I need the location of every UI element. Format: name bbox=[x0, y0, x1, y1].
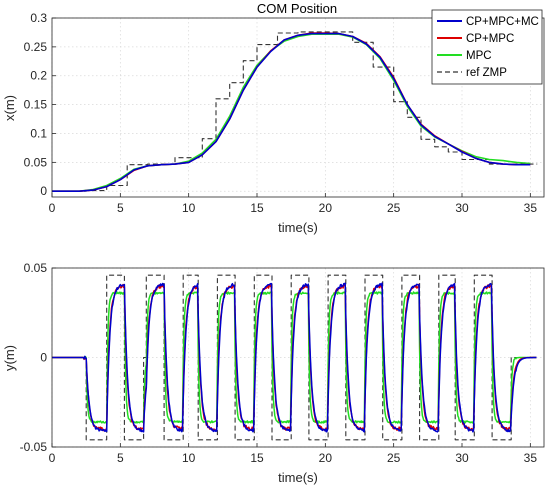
bottom-axes-frame bbox=[51, 267, 545, 448]
top-ytick-label: 0.1 bbox=[30, 126, 47, 140]
bottom-xtick-label: 30 bbox=[455, 451, 469, 465]
top-xtick-label: 10 bbox=[182, 201, 196, 215]
top-xtick-label: 20 bbox=[319, 201, 333, 215]
top-ytick-label: 0 bbox=[40, 184, 47, 198]
legend-box bbox=[431, 9, 543, 85]
top-ytick-label: 0.25 bbox=[24, 40, 48, 54]
top-xtick-label: 0 bbox=[49, 201, 56, 215]
legend-label-cp-mpc-mc: CP+MPC+MC bbox=[466, 16, 539, 28]
top-xtick-label: 15 bbox=[250, 201, 264, 215]
top-series-ref-zmp bbox=[52, 31, 538, 192]
top-ytick-label: 0.15 bbox=[24, 98, 48, 112]
bottom-xtick-label: 0 bbox=[49, 451, 56, 465]
top-title: COM Position bbox=[257, 1, 337, 16]
top-plot: COM Position 0 5 10 15 20 25 30 35 0 0.05 0.1 0.15 0… bbox=[2, 1, 545, 235]
legend-label-cp-mpc: CP+MPC bbox=[466, 33, 514, 45]
top-xlabel: time(s) bbox=[278, 220, 318, 235]
top-ylabel: x(m) bbox=[2, 95, 17, 121]
top-ytick-label: 0.05 bbox=[24, 155, 48, 169]
top-xtick-label: 30 bbox=[455, 201, 469, 215]
top-xtick-label: 35 bbox=[524, 201, 538, 215]
bottom-xtick-label: 5 bbox=[117, 451, 124, 465]
bottom-ytick-label: 0.05 bbox=[24, 261, 48, 275]
top-xtick-label: 5 bbox=[117, 201, 124, 215]
bottom-xtick-label: 35 bbox=[524, 451, 538, 465]
legend: CP+MPC+MC CP+MPC MPC ref ZMP bbox=[431, 9, 543, 85]
bottom-ylabel: y(m) bbox=[2, 345, 17, 371]
bottom-ytick-label: 0 bbox=[40, 351, 47, 365]
top-axes-frame bbox=[51, 17, 545, 198]
bottom-ytick-label: -0.05 bbox=[20, 440, 48, 454]
top-series-cp-mpc-mc bbox=[52, 32, 531, 192]
bottom-xtick-label: 15 bbox=[250, 451, 264, 465]
bottom-xtick-label: 20 bbox=[319, 451, 333, 465]
top-ytick-label: 0.3 bbox=[30, 11, 47, 25]
bottom-series-cp-mpc-mc bbox=[51, 282, 537, 433]
bottom-xlabel: time(s) bbox=[278, 470, 318, 485]
legend-label-mpc: MPC bbox=[466, 50, 492, 62]
top-xtick-label: 25 bbox=[387, 201, 401, 215]
bottom-xtick-label: 25 bbox=[387, 451, 401, 465]
top-ytick-label: 0.2 bbox=[30, 69, 47, 83]
bottom-xtick-label: 10 bbox=[182, 451, 196, 465]
legend-label-ref-zmp: ref ZMP bbox=[466, 67, 507, 79]
